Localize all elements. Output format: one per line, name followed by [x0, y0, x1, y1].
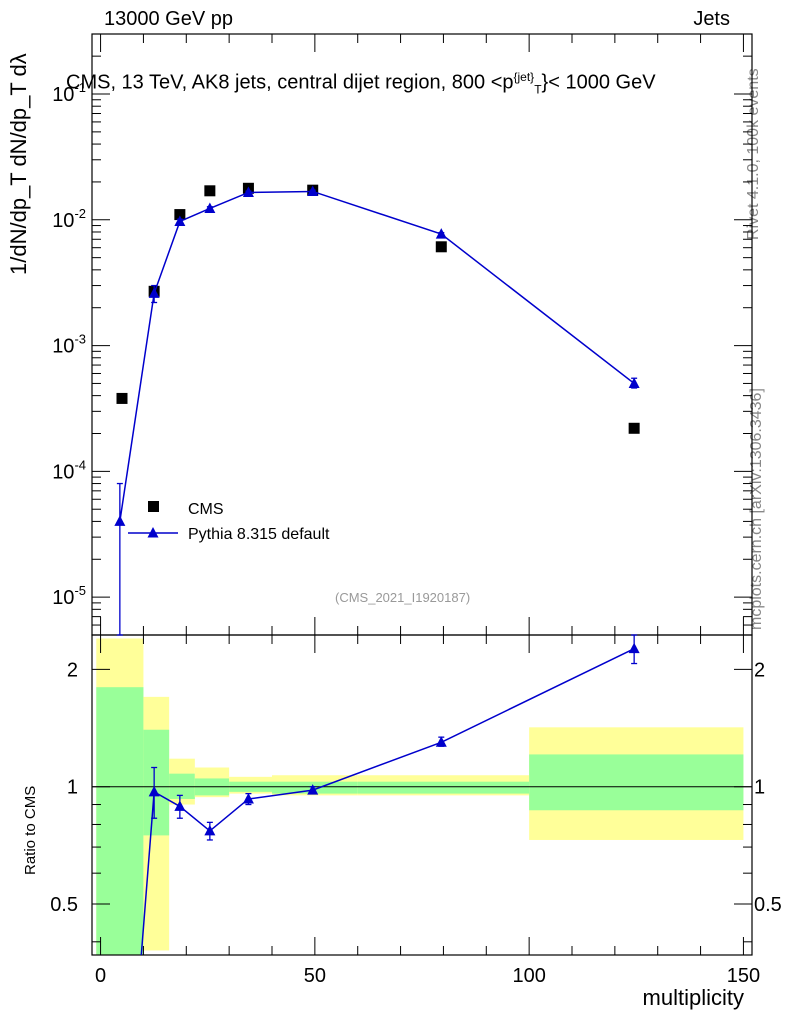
- ratio-line: [140, 647, 635, 956]
- band-outer-5: [272, 775, 358, 796]
- ratio-y-tick-label-left-0: 0.5: [50, 894, 78, 916]
- ratio-y-tick-label-right-0: 0.5: [754, 894, 782, 916]
- band-outer-4: [229, 776, 272, 794]
- legend-pythia-label: Pythia 8.315 default: [188, 526, 330, 543]
- band-outer-0: [96, 638, 144, 955]
- ratio-point-1: [148, 785, 160, 797]
- band-inner-2: [169, 773, 195, 799]
- main-plot-frame: [91, 33, 753, 636]
- band-inner-7: [529, 754, 744, 811]
- ratio-point-7: [628, 642, 640, 654]
- band-outer-3: [194, 767, 230, 798]
- plot-title-sub: T: [534, 82, 542, 97]
- pythia-point-2: [174, 215, 186, 226]
- ratio-uncertainty-bands: [96, 638, 744, 955]
- pythia-point-4: [242, 186, 254, 197]
- main-plot-border: [91, 33, 753, 636]
- band-outer-6: [357, 775, 530, 796]
- ratio-point-2: [174, 800, 186, 811]
- x-tick-label-3: 150: [727, 965, 760, 987]
- ratio-y-tick-label-left-2: 2: [67, 659, 78, 681]
- y-axis-label-ratio: Ratio to CMS: [22, 785, 39, 875]
- pythia-line: [119, 190, 635, 522]
- main-y-tick-label-0: 10-5: [52, 583, 86, 609]
- main-series: [114, 182, 640, 636]
- cms-point-3: [204, 185, 216, 197]
- main-y-tick-label-2: 10-3: [52, 332, 86, 358]
- band-inner-0: [96, 687, 144, 955]
- pythia-point-5: [307, 185, 319, 196]
- plot-title: CMS, 13 TeV, AK8 jets, central dijet reg…: [66, 70, 656, 97]
- main-y-ticks: 10-510-410-310-210-1: [52, 55, 752, 626]
- ratio-point-3: [204, 824, 216, 836]
- legend: CMS Pythia 8.315 default: [128, 501, 330, 543]
- cms-point-5: [307, 184, 319, 196]
- pythia-point-0: [114, 515, 126, 526]
- ratio-y-tick-label-right-2: 2: [754, 659, 765, 681]
- main-y-tick-label-3: 10-2: [52, 206, 86, 232]
- ratio-y-ticks: 0.5 0.5 1 1 2 2: [50, 659, 782, 943]
- pythia-point-3: [204, 202, 216, 213]
- legend-pythia-marker: [147, 527, 159, 538]
- cms-point-0: [116, 392, 128, 404]
- band-inner-1: [143, 729, 170, 836]
- band-inner-6: [357, 781, 530, 794]
- cms-point-6: [435, 241, 447, 253]
- x-tick-label-1: 50: [304, 965, 326, 987]
- x-tick-label-2: 100: [512, 965, 545, 987]
- cms-point-2: [174, 209, 186, 221]
- ratio-point-6: [435, 736, 447, 747]
- ratio-point-5: [307, 784, 319, 795]
- ratio-y-tick-label-right-1: 1: [754, 777, 765, 799]
- ratio-series: [140, 634, 640, 956]
- rivet-version-text: Rivet 4.1.0, 100k events: [745, 68, 762, 240]
- plot-title-sup: {jet}: [513, 70, 535, 84]
- pythia-point-1: [148, 287, 160, 298]
- legend-cms-marker: [148, 501, 159, 512]
- ratio-y-tick-label-left-1: 1: [67, 777, 78, 799]
- cms-point-4: [242, 182, 254, 194]
- band-outer-7: [529, 727, 744, 840]
- header-right: Jets: [693, 8, 730, 30]
- band-inner-4: [229, 781, 272, 792]
- cms-point-7: [628, 422, 640, 434]
- x-axis-label: multiplicity: [642, 985, 744, 1010]
- band-outer-1: [143, 696, 170, 951]
- pythia-point-7: [628, 377, 640, 388]
- main-y-tick-label-1: 10-4: [52, 457, 86, 483]
- band-inner-3: [194, 778, 230, 796]
- x-tick-label-0: 0: [95, 965, 106, 987]
- header-left: 13000 GeV pp: [104, 8, 233, 30]
- analysis-id-watermark: (CMS_2021_I1920187): [335, 590, 471, 605]
- x-ticks: 0 50 100 150: [95, 34, 760, 987]
- plot-title-suffix: }< 1000 GeV: [541, 71, 656, 94]
- cms-point-1: [148, 285, 160, 297]
- ratio-plot-border: [91, 634, 753, 956]
- y-axis-label-main: 1/dN/dp_T dN/dp_T dλ: [6, 53, 31, 275]
- ratio-point-4: [242, 792, 254, 804]
- pythia-point-6: [435, 228, 447, 239]
- legend-cms-label: CMS: [188, 501, 224, 518]
- ratio-plot-frame: [91, 634, 753, 956]
- plot-title-prefix: CMS, 13 TeV, AK8 jets, central dijet reg…: [66, 71, 514, 94]
- band-outer-2: [169, 758, 195, 805]
- band-inner-5: [272, 781, 358, 794]
- mcplots-credit-text: mcplots.cern.ch [arXiv:1306.3436]: [748, 388, 765, 630]
